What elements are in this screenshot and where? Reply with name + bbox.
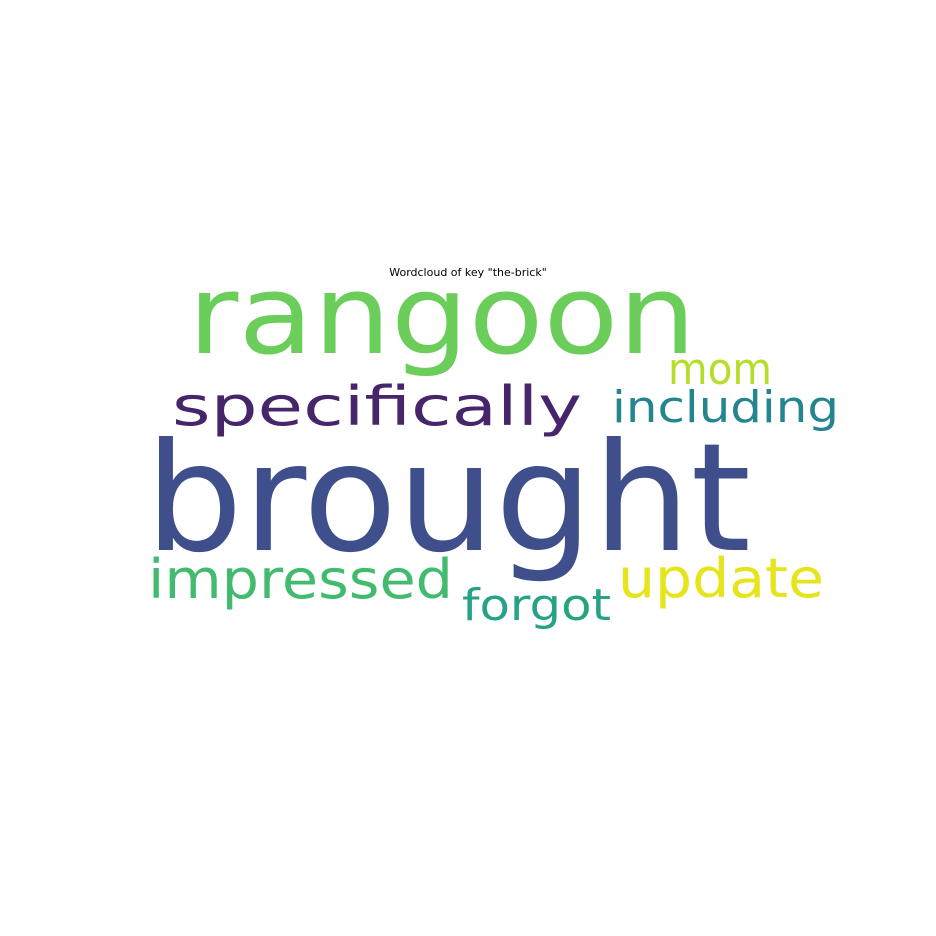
word-brought: brought xyxy=(145,412,751,586)
word-including: including xyxy=(612,382,839,433)
chart-title: Wordcloud of key "the-brick" xyxy=(389,266,547,279)
word-impressed: impressed xyxy=(148,548,453,611)
word-specifically: specifically xyxy=(172,375,582,438)
word-forgot: forgot xyxy=(462,580,611,631)
word-rangoon: rangoon xyxy=(188,251,696,379)
word-mom: mom xyxy=(668,344,772,395)
word-update: update xyxy=(618,547,824,610)
